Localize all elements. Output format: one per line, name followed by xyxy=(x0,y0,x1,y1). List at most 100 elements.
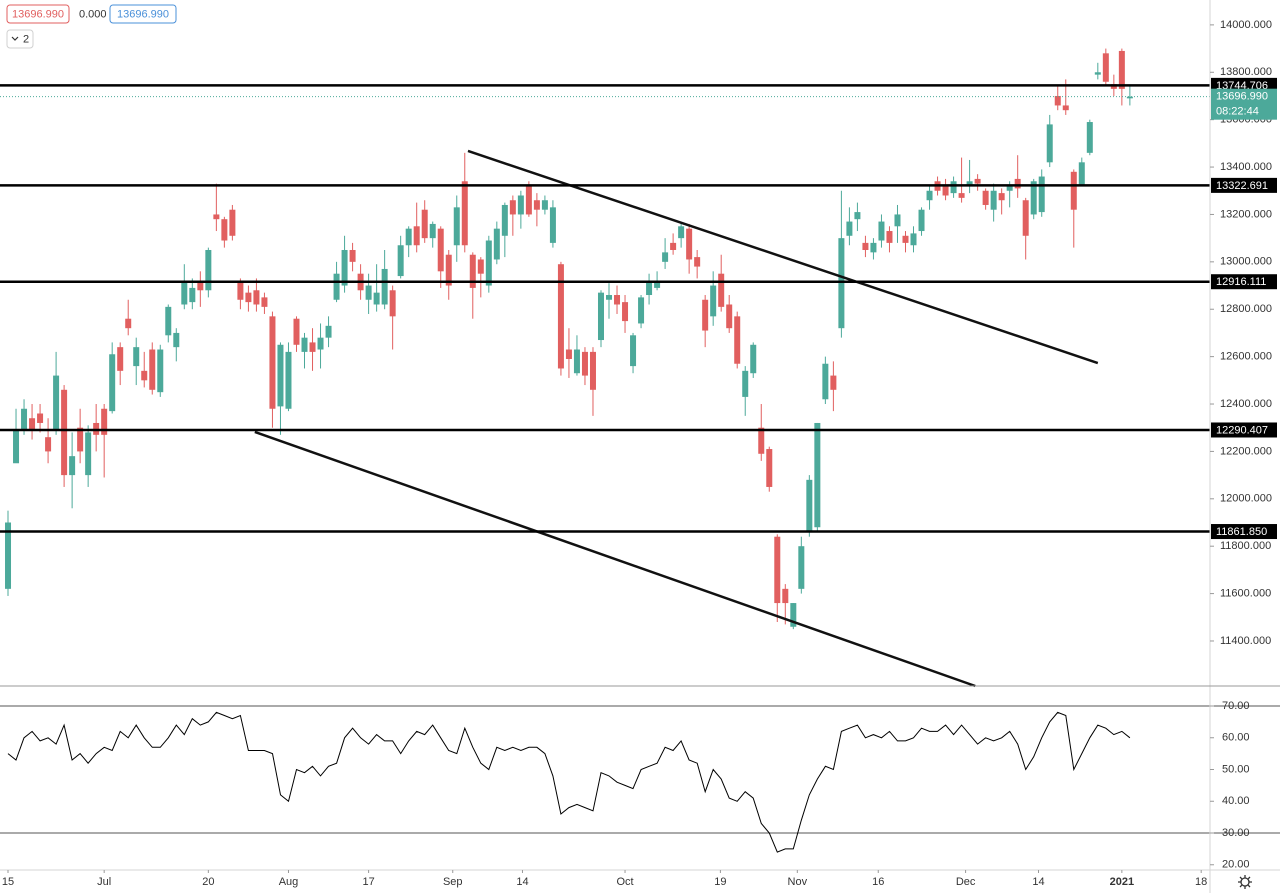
candle-body xyxy=(549,207,556,243)
candle-body xyxy=(61,389,68,476)
candle-body xyxy=(822,363,829,400)
candle-body xyxy=(597,292,604,341)
candle-body xyxy=(798,546,805,589)
candle-body xyxy=(998,193,1005,201)
candle-body xyxy=(341,249,348,286)
candle-body xyxy=(589,351,596,390)
current-price-label: 13696.990 xyxy=(1216,91,1268,103)
candle-body xyxy=(1070,171,1077,210)
candle-body xyxy=(606,295,613,300)
level-label: 11861.850 xyxy=(1216,526,1267,538)
candle-body xyxy=(622,302,629,322)
candle-body xyxy=(277,344,284,407)
candle-body xyxy=(1086,122,1093,153)
candle-body xyxy=(13,430,20,464)
candle-body xyxy=(509,200,516,215)
candle-body xyxy=(293,318,300,345)
candle-body xyxy=(541,200,548,210)
candle-body xyxy=(814,422,821,528)
candle-body xyxy=(726,304,733,329)
candle-body xyxy=(69,456,76,476)
candle-body xyxy=(245,292,252,303)
candle-body xyxy=(117,347,124,371)
x-tick-label: Jul xyxy=(97,876,111,888)
candle-body xyxy=(557,264,564,369)
x-tick-label: Aug xyxy=(279,876,299,888)
candle-body xyxy=(317,337,324,350)
x-tick-label: 15 xyxy=(2,876,14,888)
level-label-bg xyxy=(1211,422,1277,438)
candle-body xyxy=(21,408,28,431)
candle-body xyxy=(397,245,404,277)
candle-body xyxy=(29,418,36,431)
candle-body xyxy=(125,318,132,329)
indicator-toggle[interactable] xyxy=(6,29,34,49)
candle-body xyxy=(870,242,877,253)
candle-body xyxy=(469,254,476,288)
settings-icon[interactable] xyxy=(1238,875,1252,889)
candle-body xyxy=(53,375,60,431)
candle-body xyxy=(878,221,885,241)
candle-body xyxy=(477,259,484,274)
candle-body xyxy=(830,375,837,390)
x-tick-label: 17 xyxy=(362,876,374,888)
price-box-2[interactable] xyxy=(109,4,177,24)
x-tick-label: Dec xyxy=(956,876,976,888)
y-tick-label: 14000.000 xyxy=(1220,19,1272,31)
candle-body xyxy=(77,427,84,452)
candle-body xyxy=(45,437,52,452)
candle-body xyxy=(1062,105,1069,111)
candle-body xyxy=(365,285,372,300)
candle-body xyxy=(702,299,709,331)
candle-body xyxy=(181,280,188,305)
candle-body xyxy=(461,181,468,246)
y-tick-label: 70.00 xyxy=(1222,700,1250,712)
x-tick-label: 19 xyxy=(714,876,726,888)
candle-body xyxy=(926,190,933,201)
candle-body xyxy=(678,226,685,239)
candle-body xyxy=(1014,178,1021,189)
rsi-line xyxy=(7,711,1131,853)
candle-body xyxy=(718,273,725,307)
candle-body xyxy=(1078,162,1085,187)
candle-body xyxy=(565,349,572,359)
candle-body xyxy=(894,214,901,227)
candle-body xyxy=(453,207,460,246)
candle-body xyxy=(109,354,116,412)
candle-body xyxy=(1102,53,1109,82)
y-tick-label: 12800.000 xyxy=(1220,303,1272,315)
x-tick-label: 20 xyxy=(202,876,214,888)
candle-body xyxy=(349,249,356,262)
candle-body xyxy=(413,226,420,246)
candle-body xyxy=(614,295,621,305)
candle-body xyxy=(237,280,244,300)
candle-body xyxy=(686,228,693,260)
chevron-icon xyxy=(11,36,19,41)
candle-body xyxy=(165,306,172,336)
candle-body xyxy=(646,280,653,296)
candle-body xyxy=(854,212,861,220)
candle-body xyxy=(261,297,268,307)
candle-body xyxy=(782,588,789,604)
candle-body xyxy=(902,235,909,243)
x-tick-label: 18 xyxy=(1195,876,1207,888)
price-box[interactable] xyxy=(6,4,70,24)
x-tick-label: 16 xyxy=(872,876,884,888)
y-tick-label: 13400.000 xyxy=(1220,161,1272,173)
x-tick-label: Sep xyxy=(443,876,463,888)
candle-body xyxy=(654,280,661,288)
candle-body xyxy=(309,342,316,352)
level-label-bg xyxy=(1211,177,1277,193)
candle-body xyxy=(421,209,428,239)
candle-body xyxy=(493,228,500,260)
candle-body xyxy=(373,292,380,305)
candle-body xyxy=(157,349,164,393)
level-label: 12916.111 xyxy=(1216,276,1266,288)
candle-body xyxy=(189,287,196,303)
candle-body xyxy=(381,268,388,305)
candle-body xyxy=(501,204,508,236)
candle-body xyxy=(37,413,44,423)
candle-body xyxy=(846,221,853,236)
candle-body xyxy=(862,242,869,250)
price-text: 13696.990 xyxy=(12,8,64,20)
